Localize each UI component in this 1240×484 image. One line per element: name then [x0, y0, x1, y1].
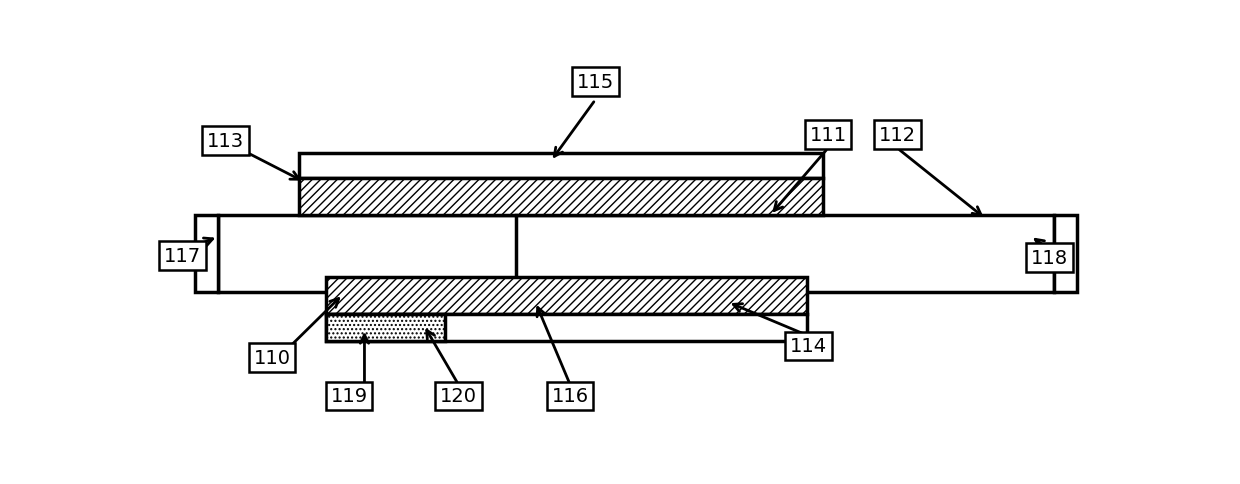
Bar — [326, 314, 807, 341]
Text: 115: 115 — [577, 73, 614, 92]
Text: 112: 112 — [879, 125, 916, 144]
Text: 116: 116 — [552, 387, 589, 406]
Bar — [218, 215, 1054, 292]
Text: 110: 110 — [253, 348, 290, 367]
Bar — [326, 277, 807, 314]
Bar — [326, 314, 445, 341]
Text: 111: 111 — [810, 125, 847, 144]
Bar — [299, 154, 822, 179]
Bar — [195, 215, 218, 292]
Text: 120: 120 — [440, 387, 477, 406]
Text: 113: 113 — [207, 132, 244, 151]
Text: 114: 114 — [790, 337, 827, 356]
Bar — [299, 179, 822, 215]
Text: 117: 117 — [164, 247, 201, 266]
Text: 118: 118 — [1032, 248, 1069, 267]
Text: 119: 119 — [331, 387, 367, 406]
Bar — [1054, 215, 1076, 292]
